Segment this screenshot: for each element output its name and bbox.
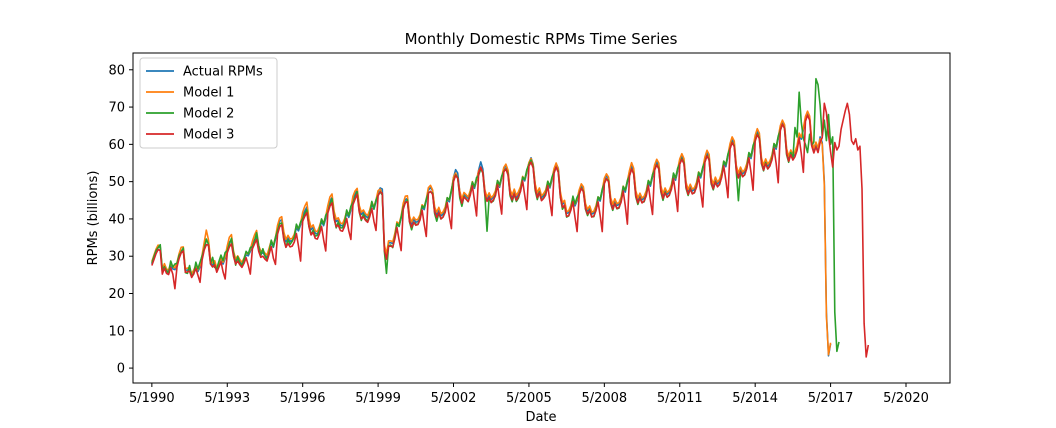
x-tick-label: 5/2020 xyxy=(883,391,929,406)
y-tick-label: 60 xyxy=(108,138,125,153)
y-tick-label: 50 xyxy=(108,175,125,190)
x-tick-label: 5/1990 xyxy=(129,391,175,406)
x-tick-label: 5/2002 xyxy=(431,391,477,406)
x-tick-label: 5/1993 xyxy=(204,391,250,406)
x-tick-label: 5/2014 xyxy=(732,391,778,406)
legend: Actual RPMs Model 1 Model 2 Model 3 xyxy=(139,57,278,149)
x-tick-label: 5/2008 xyxy=(581,391,627,406)
legend-label: Model 1 xyxy=(183,86,234,101)
y-tick-label: 80 xyxy=(108,63,125,78)
x-tick-label: 5/2017 xyxy=(808,391,854,406)
legend-label: Actual RPMs xyxy=(183,65,263,80)
y-tick-label: 30 xyxy=(108,250,125,265)
series-line-model-3 xyxy=(151,102,870,358)
legend-label: Model 2 xyxy=(183,107,234,122)
plot-frame xyxy=(132,52,951,384)
x-tick-label: 5/1999 xyxy=(355,391,401,406)
series-layer xyxy=(151,77,870,358)
y-tick-label: 0 xyxy=(117,362,125,377)
chart-title: Monthly Domestic RPMs Time Series xyxy=(405,30,678,48)
x-axis-ticks: 5/1990 5/1993 5/1996 5/1999 5/2002 5/2005 5/20… xyxy=(129,383,929,406)
series-line-model-1 xyxy=(151,110,832,356)
x-axis-label: Date xyxy=(525,410,556,425)
y-tick-label: 40 xyxy=(108,212,125,227)
y-axis-label: RPMs (billions) xyxy=(86,171,101,266)
y-tick-label: 70 xyxy=(108,101,125,116)
x-tick-label: 5/2011 xyxy=(657,391,703,406)
y-tick-label: 20 xyxy=(108,287,125,302)
y-tick-label: 10 xyxy=(108,324,125,339)
legend-label: Model 3 xyxy=(183,128,234,143)
x-tick-label: 5/2005 xyxy=(506,391,552,406)
x-tick-label: 5/1996 xyxy=(280,391,326,406)
legend-box xyxy=(139,57,278,149)
y-axis-ticks: 0 10 20 30 40 50 60 70 80 xyxy=(108,63,133,377)
